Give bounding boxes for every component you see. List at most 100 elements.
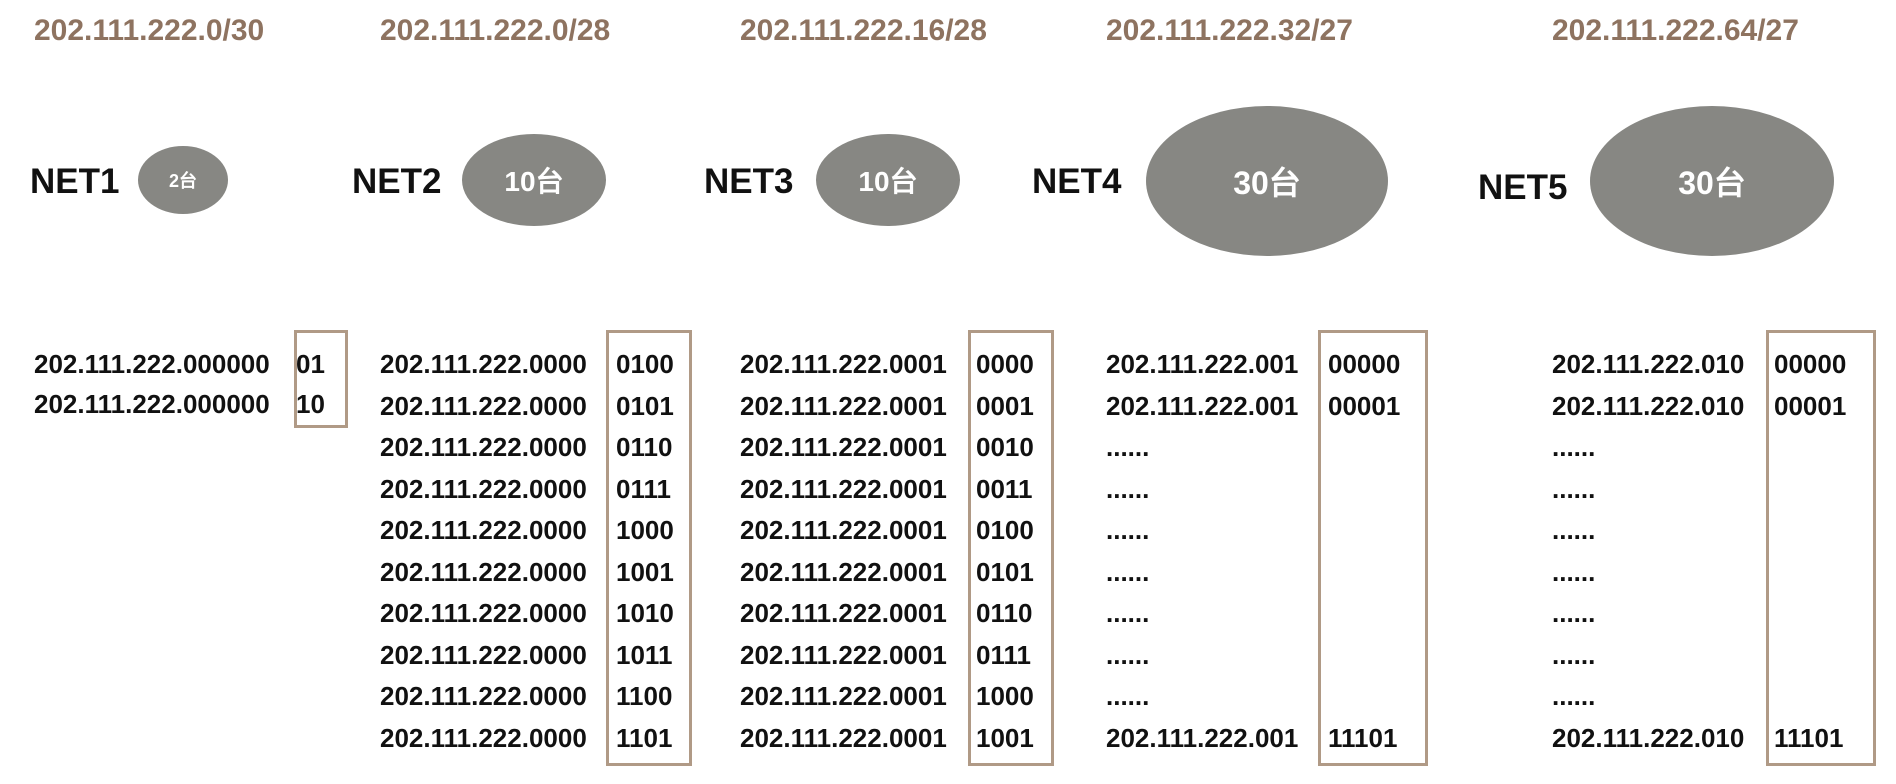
address-row: 202.111.222.0001 0011 bbox=[740, 469, 1034, 511]
network-bits: 202.111.222.0000 bbox=[380, 722, 587, 753]
network-bits: 202.111.222.000000 bbox=[34, 349, 270, 379]
host-bits: 0101 bbox=[976, 556, 1034, 587]
ellipsis-row: ...... bbox=[1552, 473, 1596, 504]
ellipsis-row: ...... bbox=[1106, 432, 1150, 462]
network-bits: 202.111.222.0001 bbox=[740, 639, 947, 670]
cidr-net3: 202.111.222.16/28 bbox=[740, 14, 987, 47]
network-bits: 202.111.222.0000 bbox=[380, 681, 587, 711]
address-list-net3: 202.111.222.0001 0000 202.111.222.0001 000… bbox=[740, 344, 1034, 759]
address-row: ...... bbox=[1552, 635, 1846, 677]
address-row: ...... bbox=[1552, 552, 1846, 594]
address-row: ...... bbox=[1552, 469, 1846, 511]
address-row: ...... bbox=[1106, 593, 1400, 635]
network-bits: 202.111.222.0000 bbox=[380, 556, 587, 587]
address-row: ...... bbox=[1552, 510, 1846, 552]
ellipsis-row: ...... bbox=[1106, 598, 1150, 628]
address-row: 202.111.222.001 00000 bbox=[1106, 344, 1400, 386]
network-bits: 202.111.222.010 bbox=[1552, 722, 1745, 753]
address-row: ...... bbox=[1552, 676, 1846, 718]
address-row: 202.111.222.0001 0110 bbox=[740, 593, 1034, 635]
host-bits: 10 bbox=[296, 389, 325, 419]
host-bits: 11101 bbox=[1774, 722, 1844, 753]
cidr-net2: 202.111.222.0/28 bbox=[380, 14, 611, 47]
network-bits: 202.111.222.000000 bbox=[34, 389, 270, 419]
address-row: 202.111.222.0000 0101 bbox=[380, 386, 674, 428]
network-bits: 202.111.222.0000 bbox=[380, 432, 587, 462]
address-row: ...... bbox=[1552, 593, 1846, 635]
network-bits: 202.111.222.0000 bbox=[380, 390, 587, 421]
network-bits: 202.111.222.001 bbox=[1106, 722, 1299, 753]
network-bits: 202.111.222.010 bbox=[1552, 390, 1745, 421]
cidr-net5: 202.111.222.64/27 bbox=[1552, 14, 1799, 47]
address-list-net4: 202.111.222.001 00000 202.111.222.001 0000… bbox=[1106, 344, 1400, 759]
host-bits: 1010 bbox=[616, 598, 674, 628]
network-bits: 202.111.222.0001 bbox=[740, 598, 947, 628]
net5-label: NET5 bbox=[1478, 168, 1568, 207]
ellipsis-row: ...... bbox=[1106, 556, 1150, 587]
host-bits: 1100 bbox=[616, 681, 673, 711]
host-bits: 0100 bbox=[976, 515, 1034, 545]
address-row: 202.111.222.0000 0111 bbox=[380, 469, 674, 511]
net4-label: NET4 bbox=[1032, 162, 1122, 201]
host-bits: 01 bbox=[296, 349, 325, 379]
net3-host-count: 10台 bbox=[816, 134, 960, 226]
host-bits: 1101 bbox=[616, 722, 673, 753]
address-row: ...... bbox=[1552, 427, 1846, 469]
ellipsis-row: ...... bbox=[1106, 473, 1150, 504]
ellipsis-row: ...... bbox=[1106, 639, 1150, 670]
network-bits: 202.111.222.0001 bbox=[740, 432, 947, 462]
network-bits: 202.111.222.0001 bbox=[740, 473, 947, 504]
address-row: ...... bbox=[1106, 635, 1400, 677]
cidr-net1: 202.111.222.0/30 bbox=[34, 14, 265, 47]
net1-label: NET1 bbox=[30, 162, 120, 201]
host-bits: 1000 bbox=[976, 681, 1034, 711]
address-row: 202.111.222.0000 1011 bbox=[380, 635, 674, 677]
ellipsis-row: ...... bbox=[1552, 681, 1596, 711]
ellipsis-row: ...... bbox=[1552, 515, 1596, 545]
network-bits: 202.111.222.0001 bbox=[740, 681, 947, 711]
host-bits: 1001 bbox=[976, 722, 1034, 753]
host-bits: 11101 bbox=[1328, 722, 1398, 753]
network-bits: 202.111.222.0001 bbox=[740, 722, 947, 753]
net1-host-count: 2台 bbox=[138, 146, 228, 214]
address-row: 202.111.222.0001 0101 bbox=[740, 552, 1034, 594]
network-bits: 202.111.222.0000 bbox=[380, 349, 587, 379]
host-bits-box-net2 bbox=[606, 330, 692, 766]
net5-host-count: 30台 bbox=[1590, 106, 1834, 256]
address-row: 202.111.222.0000 1010 bbox=[380, 593, 674, 635]
network-bits: 202.111.222.0001 bbox=[740, 349, 947, 379]
address-row: 202.111.222.010 00000 bbox=[1552, 344, 1846, 386]
address-row: 202.111.222.0000 1001 bbox=[380, 552, 674, 594]
host-bits: 0101 bbox=[616, 390, 674, 421]
host-bits-box-net1 bbox=[294, 330, 348, 428]
address-row: 202.111.222.0001 0100 bbox=[740, 510, 1034, 552]
address-row: ...... bbox=[1106, 469, 1400, 511]
address-row: 202.111.222.0000 1000 bbox=[380, 510, 674, 552]
host-bits: 1000 bbox=[616, 515, 674, 545]
host-bits: 00000 bbox=[1774, 349, 1847, 379]
host-bits: 0111 bbox=[976, 639, 1031, 670]
host-bits: 1011 bbox=[616, 639, 673, 670]
network-bits: 202.111.222.0000 bbox=[380, 473, 587, 504]
address-row: 202.111.222.0001 1000 bbox=[740, 676, 1034, 718]
address-row: 202.111.222.010 11101 bbox=[1552, 718, 1846, 760]
address-list-net5: 202.111.222.010 00000 202.111.222.010 0000… bbox=[1552, 344, 1846, 759]
ellipsis-row: ...... bbox=[1552, 598, 1596, 628]
address-row: 202.111.222.0000 1100 bbox=[380, 676, 674, 718]
address-row: ...... bbox=[1106, 676, 1400, 718]
host-bits-box-net4 bbox=[1318, 330, 1428, 766]
ellipsis-row: ...... bbox=[1552, 432, 1596, 462]
host-bits: 00001 bbox=[1328, 390, 1401, 421]
host-bits: 1001 bbox=[616, 556, 674, 587]
address-row: 202.111.222.0001 1001 bbox=[740, 718, 1034, 760]
address-row: ...... bbox=[1106, 552, 1400, 594]
address-list-net2: 202.111.222.0000 0100 202.111.222.0000 010… bbox=[380, 344, 674, 759]
network-bits: 202.111.222.0001 bbox=[740, 556, 947, 587]
net3-label: NET3 bbox=[704, 162, 794, 201]
address-row: 202.111.222.000000 10 bbox=[34, 384, 325, 424]
host-bits: 0001 bbox=[976, 390, 1034, 421]
address-row: 202.111.222.0000 0100 bbox=[380, 344, 674, 386]
host-bits-box-net5 bbox=[1766, 330, 1876, 766]
address-row: 202.111.222.0001 0000 bbox=[740, 344, 1034, 386]
network-bits: 202.111.222.0001 bbox=[740, 390, 947, 421]
